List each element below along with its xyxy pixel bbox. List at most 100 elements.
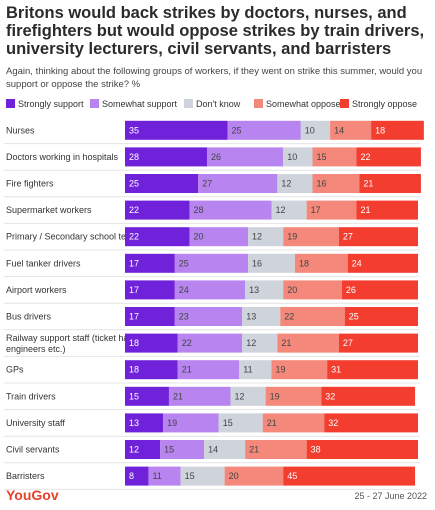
bar-segment [125,120,228,140]
data-label: 21 [281,338,291,348]
bar-segment [283,466,416,486]
data-label: 25 [232,125,242,135]
category-label: University staff [6,418,65,428]
data-label: 22 [129,205,139,215]
bar-segment [242,307,281,326]
bar-segment [262,413,325,433]
bar-segment [177,360,240,380]
data-label: 12 [246,338,256,348]
legend-swatch [184,99,193,108]
data-label: 16 [317,179,327,189]
bar-segment [224,466,284,486]
data-label: 17 [129,258,139,268]
data-label: 12 [129,445,139,455]
bar-segment [280,307,345,326]
bar-segment [125,147,208,167]
data-label: 19 [167,418,177,428]
data-label: 19 [287,232,297,242]
data-label: 28 [129,152,139,162]
survey-date: 25 - 27 June 2022 [354,491,427,501]
chart-title: Britons would back strikes by doctors, n… [6,4,425,58]
data-label: 38 [311,445,321,455]
bar-segment [239,360,272,380]
data-label: 15 [223,418,233,428]
data-label: 20 [193,232,203,242]
bar-segment [160,440,205,459]
bar-segment [189,200,272,220]
legend-swatch [6,99,15,108]
data-label: 24 [352,258,362,268]
data-label: 20 [229,471,239,481]
bar-segment [248,227,284,247]
bar-segment [189,227,249,247]
data-label: 12 [281,179,291,189]
data-label: 12 [276,205,286,215]
category-label: Doctors working in hospitals [6,152,119,162]
category-label: Supermarket workers [6,205,92,215]
bar-segment [306,200,357,220]
data-label: 18 [299,258,309,268]
bar-segment [174,253,249,273]
category-label: GPs [6,365,24,375]
data-label: 28 [193,205,203,215]
bar-segment [283,227,339,247]
data-label: 25 [349,312,359,322]
category-label: Train drivers [6,391,56,401]
bar-segment [359,174,421,193]
bar-segment [125,466,149,486]
bar-segment [277,174,313,193]
data-label: 22 [129,232,139,242]
bar-segment [330,120,372,140]
data-label: 19 [270,391,280,401]
data-label: 31 [331,365,341,375]
bar-segment [227,120,301,140]
category-label: Barristers [6,471,45,481]
bar-segment [180,466,225,486]
bar-segment [277,333,339,353]
data-label: 16 [252,258,262,268]
chart-legend: Strongly support Somewhat support Don't kn… [6,98,430,112]
bar-segment [125,280,175,300]
legend-label: Strongly support [18,99,84,109]
bar-segment [242,333,278,353]
bar-segment [347,253,418,273]
bar-segment [338,227,418,247]
bar-segment [300,120,331,140]
bar-segment [125,413,164,433]
data-label: 24 [179,285,189,295]
bar-segment [321,386,416,406]
data-label: 11 [243,365,252,375]
data-label: 17 [129,285,139,295]
bar-segment [174,280,246,300]
bar-segment [207,147,284,167]
data-label: 22 [284,312,294,322]
data-label: 17 [129,312,139,322]
bar-segment [125,440,161,459]
legend-label: Somewhat support [102,99,178,109]
category-label: Nurses [6,125,35,135]
data-label: 21 [360,205,370,215]
category-label: Fuel tanker drivers [6,258,81,268]
bar-segment [125,386,169,406]
bar-segment [271,360,328,380]
bar-segment [283,147,313,167]
yougov-logo: YouGov [6,487,59,503]
legend-swatch [254,99,263,108]
category-label: Fire fighters [6,179,54,189]
data-label: 13 [246,312,256,322]
bar-segment [294,253,348,273]
category-label: Civil servants [6,445,60,455]
data-label: 20 [287,285,297,295]
bar-segment [230,386,266,406]
category-label: Airport workers [6,285,67,295]
bar-segment [168,386,231,406]
bar-segment [125,360,178,380]
legend-label: Somewhat oppose [266,99,341,109]
bar-segment [125,307,175,326]
data-label: 21 [249,445,259,455]
data-label: 15 [185,471,195,481]
bar-segment [163,413,219,433]
data-label: 15 [164,445,174,455]
bar-segment [341,280,418,300]
bar-segment [245,440,307,459]
